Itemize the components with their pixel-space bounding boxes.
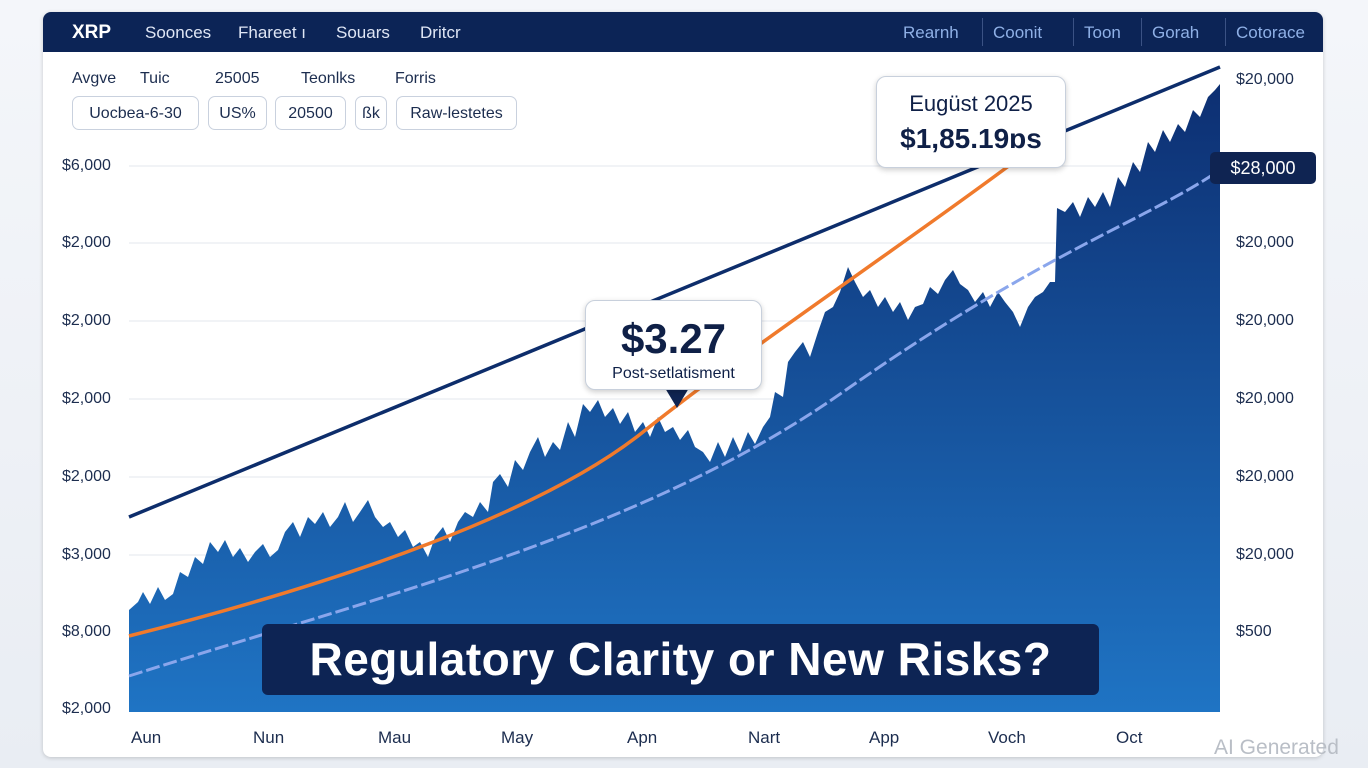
price-callout: $3.27 Post-setlatisment (585, 300, 762, 390)
dashed-line (128, 168, 1221, 678)
nav-item[interactable]: Fhareet ı (238, 23, 307, 42)
separator (1073, 18, 1074, 46)
y2-axis-label: $500 (1236, 623, 1272, 640)
top-bar (43, 12, 1323, 52)
control-label: Avgve (72, 70, 117, 87)
watermark: AI Generated (1214, 736, 1339, 759)
y-axis-label: $8,000 (62, 623, 111, 640)
brand[interactable]: XRP (72, 22, 112, 43)
separator (1141, 18, 1142, 46)
headline-banner: Regulatory Clarity or New Risks? (262, 624, 1099, 695)
y2-axis-label: $20,000 (1236, 234, 1294, 251)
y-axis-label: $2,000 (62, 468, 111, 485)
control-label: Teonlks (301, 70, 356, 87)
nav-item[interactable]: Soonces (145, 23, 212, 42)
control-label: Forris (395, 70, 436, 87)
input-field[interactable]: Uocbea-6-30 (72, 96, 199, 130)
nav-item[interactable]: Cotorace (1236, 23, 1305, 42)
input-field[interactable]: 20500 (275, 96, 346, 130)
y-axis-label: $2,000 (62, 234, 111, 251)
control-label: 25005 (215, 70, 260, 87)
y2-axis-label: $20,000 (1236, 71, 1294, 88)
x-axis-label: Aun (131, 728, 162, 747)
x-axis-label: Apn (627, 728, 658, 747)
input-field[interactable]: ßk (355, 96, 387, 130)
y2-axis-label: $20,000 (1236, 312, 1294, 329)
nav-item[interactable]: Coonit (993, 23, 1043, 42)
card: XRP Soonces Fhareet ı Souars Dritcr Rearnh Coo… (43, 12, 1323, 757)
separator (982, 18, 983, 46)
nav-item[interactable]: Gorah (1152, 23, 1200, 42)
input-field[interactable]: Raw-lestetes (396, 96, 517, 130)
separator (1225, 18, 1226, 46)
x-axis-label: May (501, 728, 534, 747)
y-axis-label: $2,000 (62, 312, 111, 329)
input-field[interactable]: US% (208, 96, 267, 130)
date-callout: Eugüst 2025 $1,85.19ɒs (876, 76, 1066, 168)
y2-axis-label: $20,000 (1236, 546, 1294, 563)
x-axis-label: Oct (1116, 728, 1143, 747)
nav-item[interactable]: Dritcr (420, 23, 461, 42)
callout-pointer (665, 388, 689, 408)
control-label: Tuic (140, 70, 170, 87)
x-axis-label: Nun (253, 728, 285, 747)
y-axis-label: $2,000 (62, 700, 111, 717)
y2-axis-label: $20,000 (1236, 390, 1294, 407)
y-axis-label: $3,000 (62, 546, 111, 563)
callout-value: $1,85.19ɒs (900, 123, 1042, 154)
nav-item[interactable]: Souars (336, 23, 390, 42)
y2-axis-label: $20,000 (1236, 468, 1294, 485)
callout-title: Eugüst 2025 (909, 91, 1033, 116)
nav-item[interactable]: Toon (1084, 23, 1121, 42)
y-axis-label: $2,000 (62, 390, 111, 407)
y-axis-label: $6,000 (62, 157, 111, 174)
nav-item[interactable]: Rearnh (903, 23, 959, 42)
callout-label: Post-setlatisment (612, 365, 735, 382)
callout-value: $3.27 (620, 315, 727, 362)
x-axis-label: Voch (988, 728, 1026, 747)
orange-line (128, 163, 1012, 638)
x-axis-label: Nart (748, 728, 781, 747)
x-axis-label: App (869, 728, 900, 747)
x-axis-label: Mau (378, 728, 412, 747)
price-badge: $28,000 (1210, 152, 1316, 184)
